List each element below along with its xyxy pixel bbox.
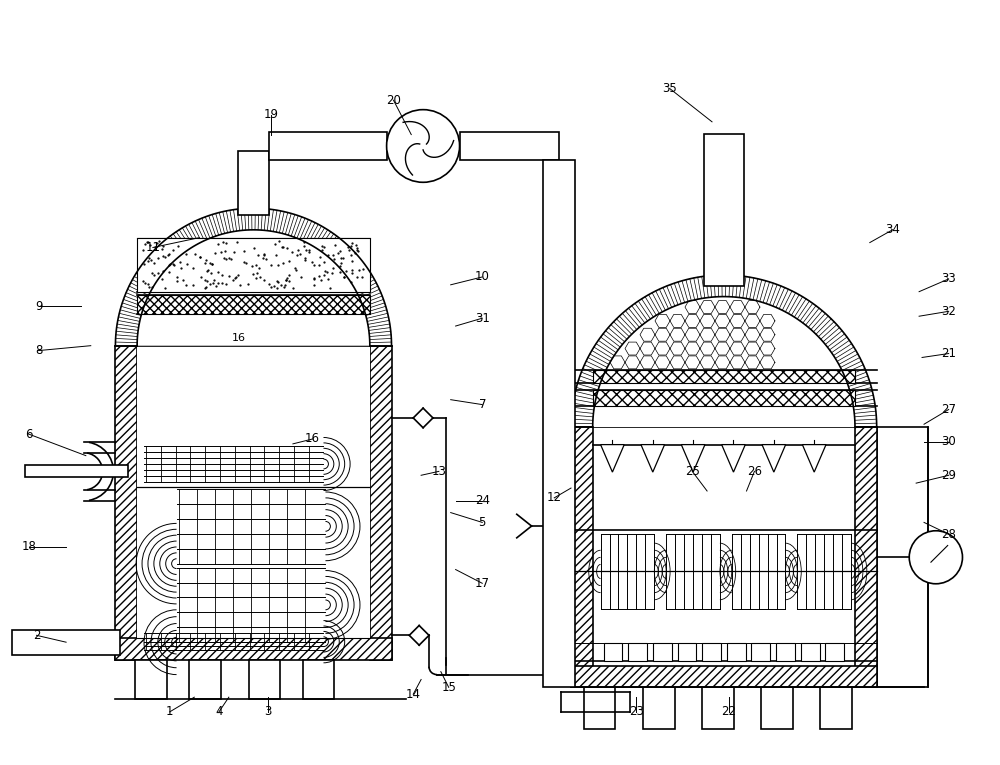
Text: 18: 18 (21, 540, 36, 553)
Text: 27: 27 (941, 403, 956, 416)
Bar (249, 660, 280, 699)
Polygon shape (593, 297, 855, 427)
Polygon shape (601, 444, 624, 472)
Bar (825, 643, 844, 661)
Text: 3: 3 (265, 705, 272, 718)
Text: 24: 24 (475, 494, 490, 507)
Text: 15: 15 (441, 681, 456, 694)
Text: 7: 7 (479, 398, 486, 411)
Bar (704, 134, 744, 286)
Text: 6: 6 (25, 428, 32, 441)
Bar (137, 295, 370, 314)
Bar (702, 643, 721, 661)
Text: 8: 8 (35, 344, 42, 357)
Text: 5: 5 (479, 516, 486, 529)
Text: 14: 14 (406, 688, 421, 701)
Bar (269, 132, 387, 160)
Bar (137, 346, 370, 638)
Polygon shape (802, 444, 826, 472)
Circle shape (387, 109, 460, 182)
Text: 17: 17 (475, 577, 490, 590)
Bar (115, 346, 137, 660)
Bar (135, 660, 167, 699)
Polygon shape (722, 444, 745, 472)
Text: 23: 23 (629, 705, 644, 718)
Bar (460, 132, 559, 160)
Text: 19: 19 (264, 109, 279, 122)
Text: 35: 35 (662, 82, 677, 95)
Bar (370, 346, 392, 660)
Bar (604, 643, 622, 661)
Text: 4: 4 (215, 705, 223, 718)
Bar (593, 370, 855, 383)
Text: 20: 20 (386, 94, 401, 107)
Bar (115, 638, 392, 660)
Bar (820, 688, 852, 728)
Text: 33: 33 (941, 272, 956, 285)
Bar (702, 688, 734, 728)
Bar (238, 151, 269, 215)
Text: 29: 29 (941, 469, 956, 482)
Text: 25: 25 (685, 465, 700, 478)
Circle shape (909, 531, 962, 584)
Polygon shape (641, 444, 665, 472)
Polygon shape (681, 444, 705, 472)
Bar (571, 666, 877, 688)
Polygon shape (762, 444, 786, 472)
Bar (628, 643, 647, 661)
Bar (543, 160, 575, 688)
Bar (12, 630, 120, 655)
Text: 32: 32 (941, 304, 956, 317)
Text: 11: 11 (145, 241, 160, 254)
Text: 2: 2 (33, 629, 40, 642)
Bar (761, 688, 793, 728)
Bar (653, 643, 672, 661)
Bar (593, 390, 855, 405)
Bar (584, 688, 615, 728)
Bar (727, 643, 746, 661)
Bar (303, 660, 334, 699)
Text: 9: 9 (35, 300, 42, 313)
Text: 30: 30 (941, 435, 956, 448)
Bar (571, 427, 877, 688)
Bar (571, 427, 593, 688)
Text: 26: 26 (747, 465, 762, 478)
Polygon shape (137, 230, 370, 346)
Text: 28: 28 (941, 528, 956, 541)
Bar (751, 643, 770, 661)
Text: 12: 12 (547, 491, 562, 504)
Bar (801, 643, 820, 661)
Bar (678, 643, 696, 661)
Text: 16: 16 (232, 333, 246, 343)
Text: 31: 31 (475, 311, 490, 324)
Bar (855, 427, 877, 688)
Bar (877, 427, 928, 688)
Bar (189, 660, 221, 699)
Text: 13: 13 (431, 465, 446, 478)
Text: 22: 22 (721, 705, 736, 718)
Text: 1: 1 (166, 705, 173, 718)
Bar (25, 465, 128, 477)
Bar (776, 643, 795, 661)
Text: 34: 34 (885, 223, 900, 236)
Bar (643, 688, 675, 728)
Text: 10: 10 (475, 271, 490, 284)
Bar (137, 238, 370, 291)
Text: 21: 21 (941, 347, 956, 360)
Text: 16: 16 (305, 432, 320, 445)
